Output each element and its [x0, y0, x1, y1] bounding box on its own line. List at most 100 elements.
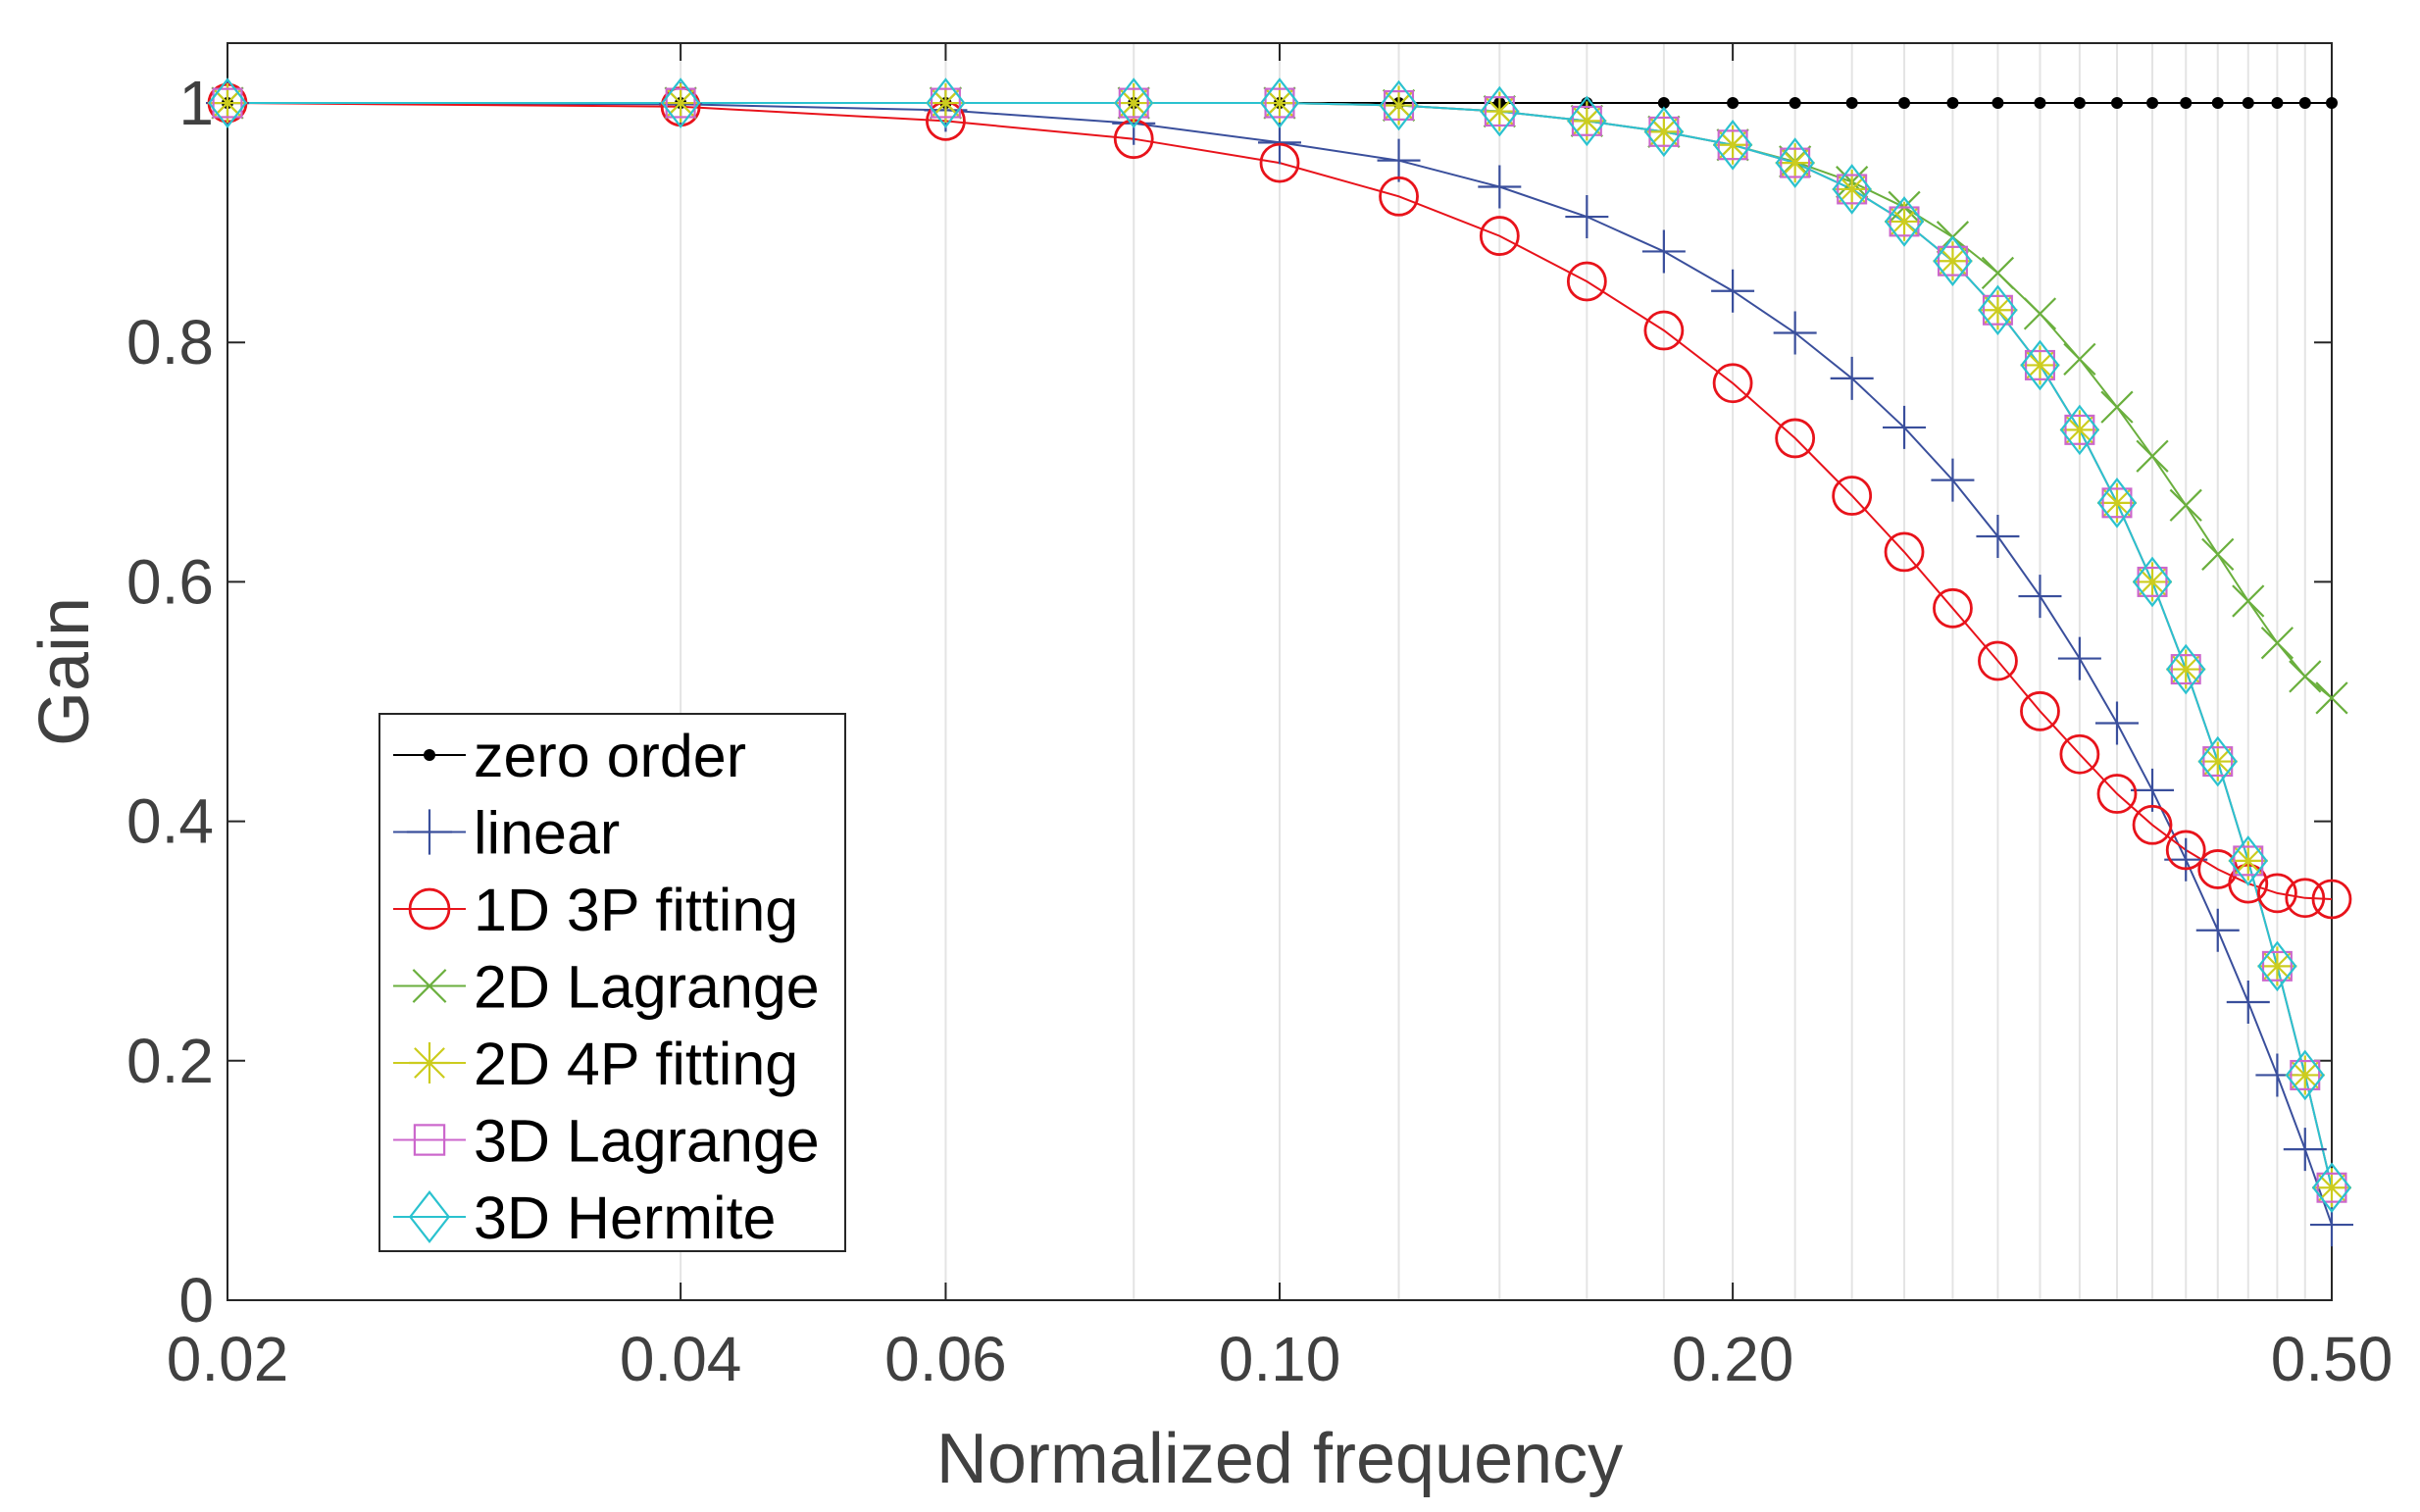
point-circle	[1978, 640, 2018, 681]
point-square	[665, 87, 696, 119]
point-asterisk	[1885, 201, 1925, 241]
point-asterisk	[2133, 562, 2173, 602]
point-plus	[2018, 575, 2062, 619]
point-diamond	[2257, 940, 2297, 992]
point-asterisk	[1933, 241, 1973, 281]
point-x	[2232, 584, 2265, 618]
point-circle	[1712, 363, 1753, 404]
point-dot	[2211, 97, 2224, 110]
legend-marker-asterisk	[409, 1042, 450, 1084]
point-circle	[2059, 733, 2100, 775]
point-diamond	[2285, 1049, 2325, 1101]
point-dot	[2298, 97, 2311, 110]
point-x	[2169, 488, 2202, 522]
point-plus	[1641, 229, 1686, 274]
point-diamond	[1379, 79, 1419, 131]
point-dot	[2034, 97, 2046, 110]
point-diamond	[2311, 1162, 2352, 1214]
point-plus	[2283, 1128, 2327, 1172]
legend-label: 3D Lagrange	[474, 1108, 820, 1175]
point-circle	[2285, 878, 2326, 919]
x-tick-label: 0.04	[620, 1324, 742, 1394]
point-plus	[2094, 701, 2139, 745]
point-square	[2137, 566, 2168, 597]
point-dot	[2073, 97, 2086, 110]
point-square	[1571, 105, 1602, 136]
point-diamond	[207, 77, 248, 128]
point-asterisk	[1260, 83, 1299, 124]
y-axis-label: Gain	[25, 597, 104, 746]
point-square	[1384, 89, 1415, 121]
point-plus	[2195, 908, 2240, 952]
point-plus	[1883, 405, 1927, 449]
point-dot	[1727, 97, 1739, 110]
point-diamond	[1933, 235, 1973, 287]
point-asterisk	[2312, 1168, 2351, 1208]
point-asterisk	[1480, 91, 1520, 131]
point-asterisk	[1775, 143, 1815, 183]
point-circle	[1832, 476, 1873, 516]
point-diamond	[1567, 95, 1607, 147]
point-square	[2202, 746, 2234, 778]
point-diamond	[2166, 643, 2206, 695]
point-plus	[1931, 458, 1975, 502]
legend-marker-square	[413, 1124, 446, 1156]
x-tick-label: 0.20	[1672, 1324, 1794, 1394]
point-diamond	[926, 77, 966, 128]
point-diamond	[1643, 106, 1684, 158]
legend-marker-dot	[424, 749, 435, 761]
y-tick-label: 0.4	[126, 786, 214, 857]
point-square	[1982, 294, 2013, 326]
point-asterisk	[2166, 649, 2206, 689]
point-x	[2136, 439, 2169, 473]
point-circle	[2257, 873, 2297, 914]
point-square	[1889, 206, 1920, 237]
point-plus	[1830, 356, 1874, 400]
x-tick-label: 0.06	[884, 1324, 1007, 1394]
point-circle	[1933, 587, 1973, 629]
point-square	[212, 87, 243, 119]
point-x	[2100, 390, 2134, 424]
point-asterisk	[1114, 83, 1154, 124]
point-diamond	[1978, 284, 2018, 336]
point-square	[1937, 245, 1968, 277]
point-asterisk	[1567, 101, 1607, 141]
point-dot	[1946, 97, 1959, 110]
point-diamond	[2197, 735, 2238, 787]
point-plus	[2226, 980, 2270, 1024]
point-circle	[2020, 690, 2060, 731]
point-asterisk	[1643, 112, 1684, 152]
point-dot	[2271, 97, 2284, 110]
point-dot	[2146, 97, 2159, 110]
point-square	[2101, 487, 2133, 519]
point-diamond	[2020, 339, 2060, 391]
point-square	[1648, 116, 1680, 147]
point-square	[930, 87, 961, 119]
point-diamond	[1884, 196, 1925, 247]
point-diamond	[2228, 835, 2268, 886]
point-plus	[1565, 195, 1609, 239]
point-diamond	[2096, 478, 2138, 529]
point-diamond	[1713, 119, 1753, 171]
point-dot	[1657, 97, 1670, 110]
legend-marker-diamond	[408, 1190, 451, 1243]
point-square	[2064, 414, 2095, 445]
legend: zero order linear 1D 3P fitting 2D Lagrange…	[378, 713, 846, 1252]
point-circle	[2096, 774, 2138, 814]
point-square	[1118, 87, 1149, 119]
point-dot	[1845, 97, 1858, 110]
point-asterisk	[2020, 345, 2060, 385]
point-circle	[2165, 830, 2206, 871]
point-square	[2170, 654, 2201, 685]
y-tick-label: 0	[178, 1265, 214, 1336]
point-diamond	[1259, 77, 1300, 128]
x-tick-label: 0.10	[1219, 1324, 1341, 1394]
point-asterisk	[2257, 946, 2297, 986]
x-tick-label: 0.50	[2271, 1324, 2394, 1394]
point-asterisk	[208, 83, 247, 124]
point-asterisk	[1379, 85, 1419, 126]
legend-marker-circle	[408, 887, 451, 931]
point-plus	[1711, 269, 1755, 313]
